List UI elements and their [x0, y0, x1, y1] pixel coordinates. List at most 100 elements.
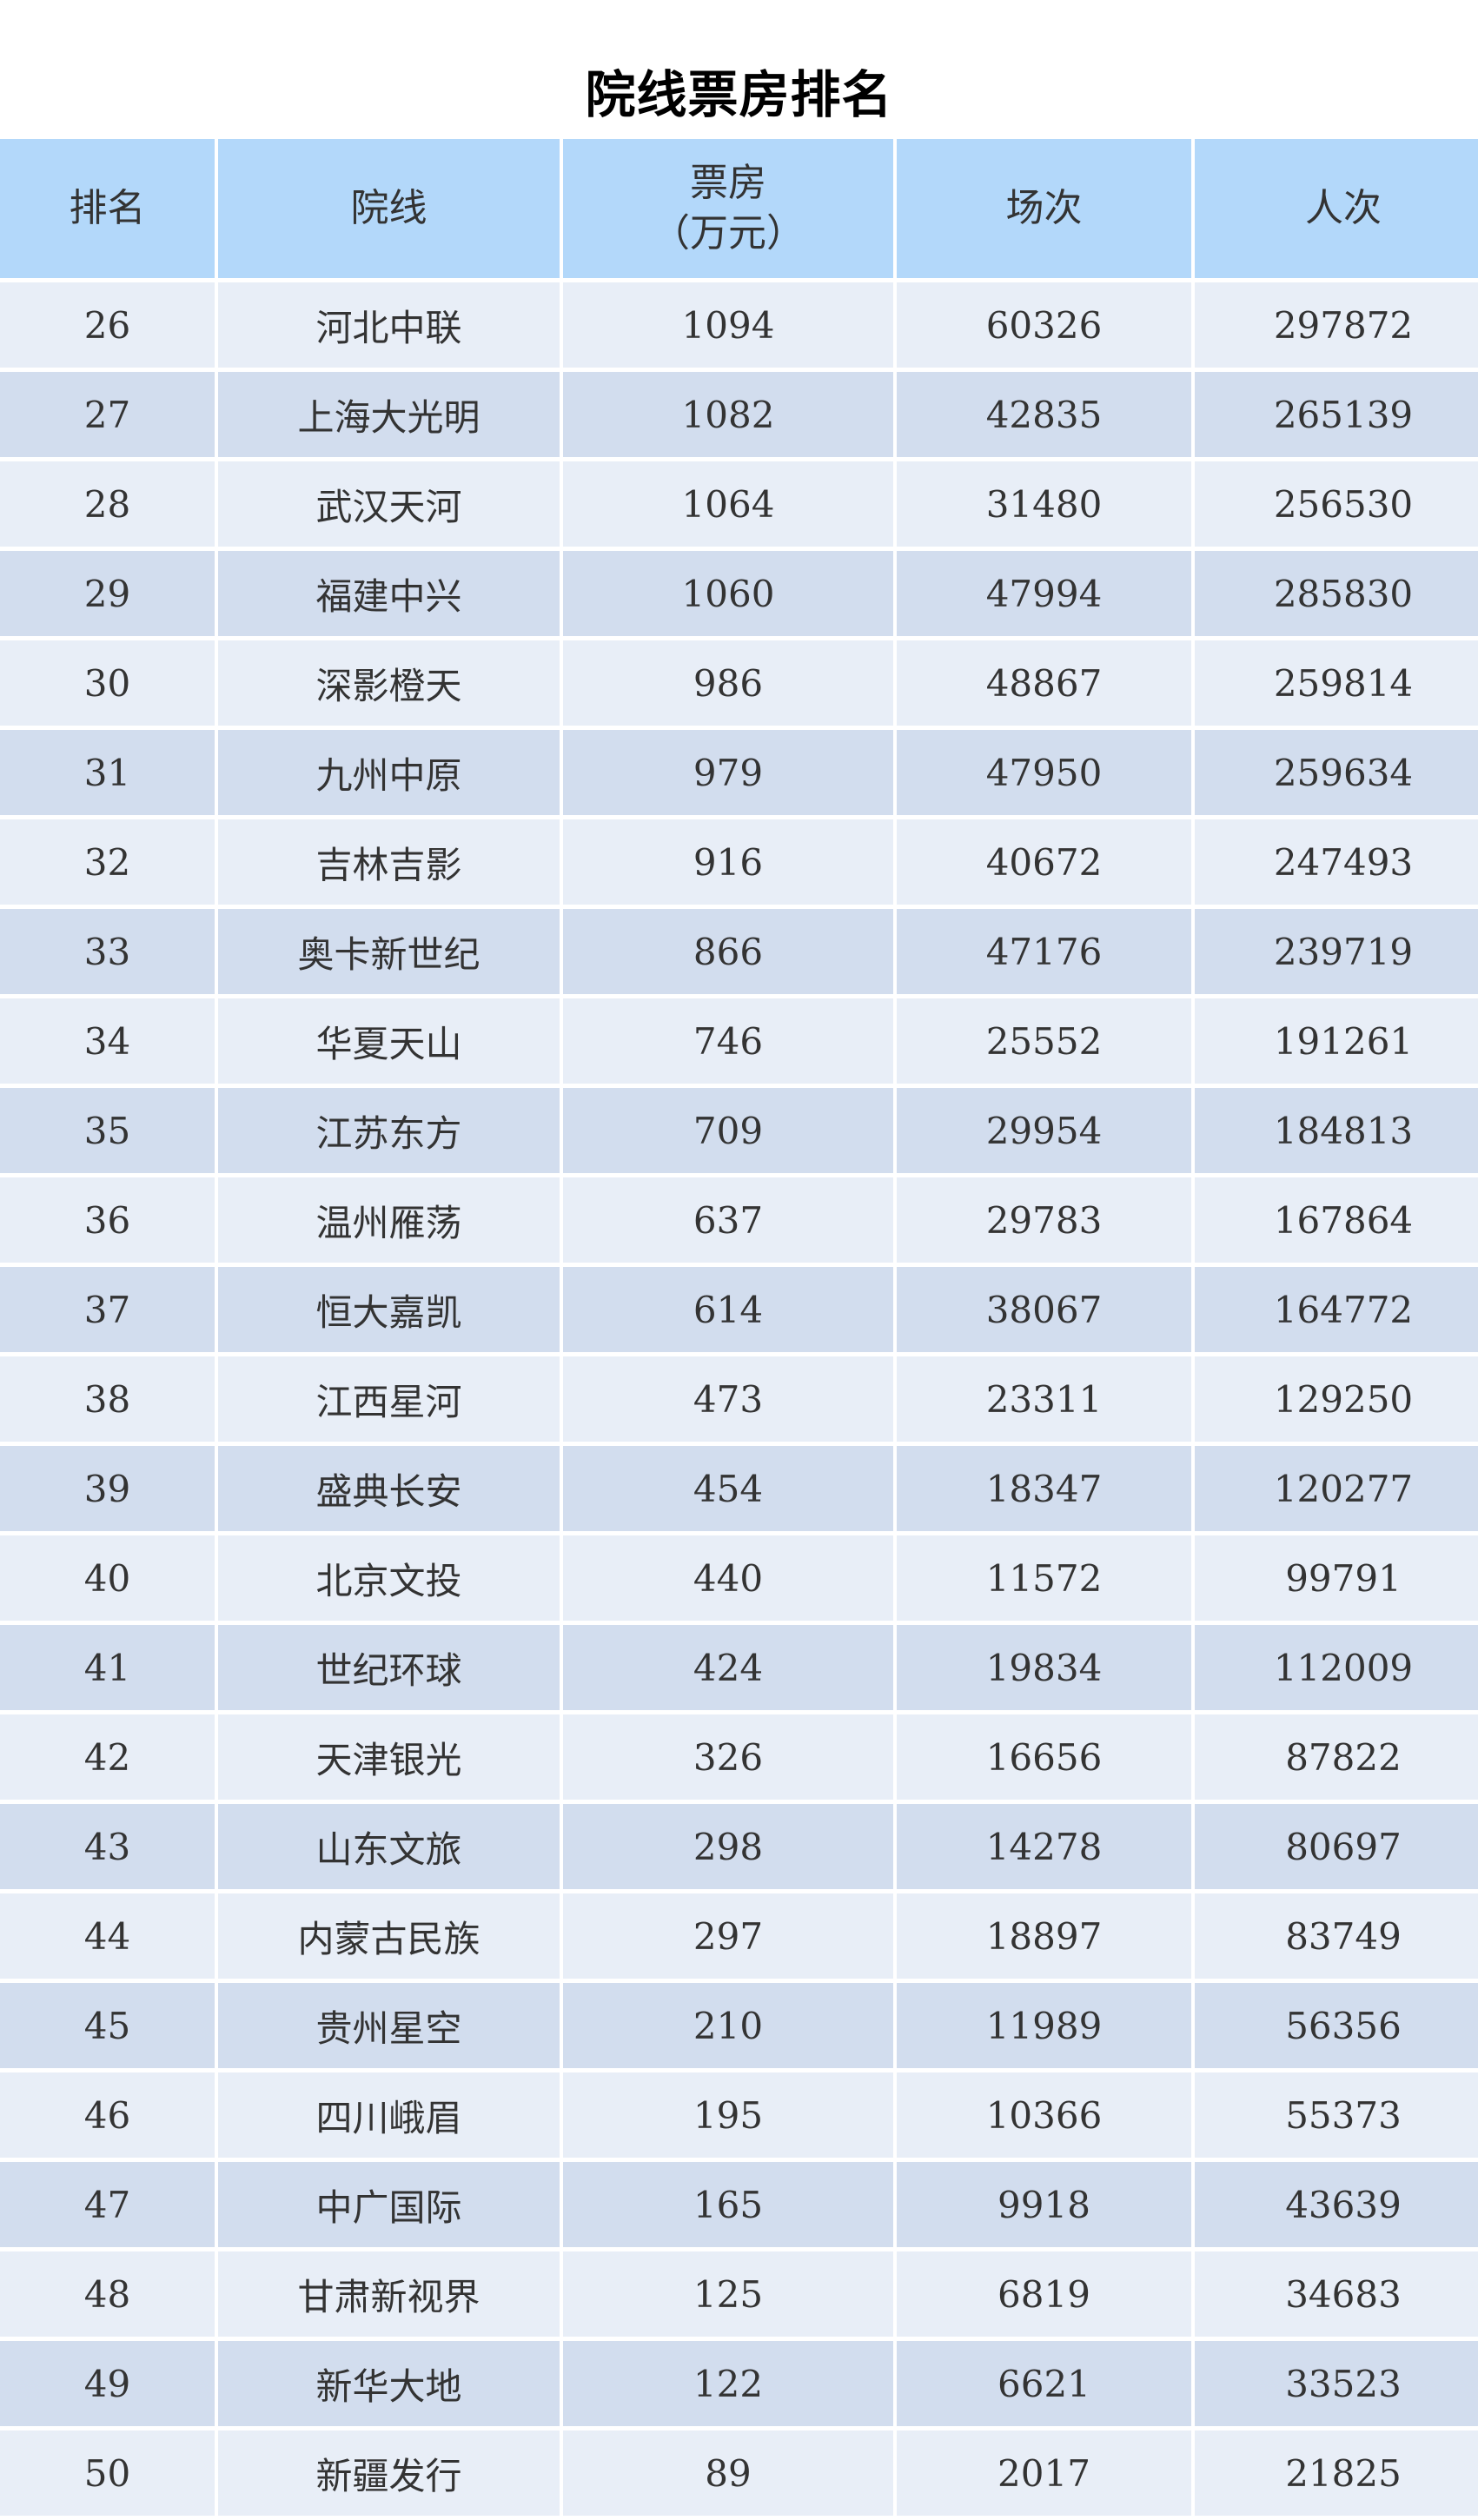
screenings-cell: 6621	[897, 2341, 1191, 2426]
cinema-chain-cell: 天津银光	[218, 1714, 560, 1800]
attendance-cell: 21825	[1195, 2430, 1478, 2516]
attendance-cell: 297872	[1195, 282, 1478, 368]
attendance-cell: 191261	[1195, 998, 1478, 1084]
attendance-cell: 265139	[1195, 372, 1478, 457]
table-row: 48 甘肃新视界 125 6819 34683	[0, 2251, 1478, 2337]
table-row: 38 江西星河 473 23311 129250	[0, 1356, 1478, 1442]
table-row: 36 温州雁荡 637 29783 167864	[0, 1177, 1478, 1263]
table-row: 33 奥卡新世纪 866 47176 239719	[0, 909, 1478, 994]
attendance-cell: 34683	[1195, 2251, 1478, 2337]
table-row: 34 华夏天山 746 25552 191261	[0, 998, 1478, 1084]
screenings-cell: 40672	[897, 819, 1191, 905]
rank-cell: 40	[0, 1535, 215, 1621]
rank-cell: 49	[0, 2341, 215, 2426]
rank-cell: 39	[0, 1446, 215, 1531]
screenings-cell: 19834	[897, 1625, 1191, 1710]
screenings-cell: 16656	[897, 1714, 1191, 1800]
table-row: 31 九州中原 979 47950 259634	[0, 730, 1478, 815]
table-row: 30 深影橙天 986 48867 259814	[0, 640, 1478, 726]
table-row: 26 河北中联 1094 60326 297872	[0, 282, 1478, 368]
attendance-cell: 164772	[1195, 1267, 1478, 1352]
cinema-chain-cell: 温州雁荡	[218, 1177, 560, 1263]
attendance-cell: 167864	[1195, 1177, 1478, 1263]
box-office-cell: 746	[563, 998, 893, 1084]
rank-cell: 50	[0, 2430, 215, 2516]
rank-cell: 27	[0, 372, 215, 457]
table-row: 32 吉林吉影 916 40672 247493	[0, 819, 1478, 905]
box-office-cell: 1064	[563, 461, 893, 547]
box-office-cell: 1082	[563, 372, 893, 457]
box-office-cell: 424	[563, 1625, 893, 1710]
box-office-cell: 125	[563, 2251, 893, 2337]
rank-cell: 42	[0, 1714, 215, 1800]
screenings-cell: 6819	[897, 2251, 1191, 2337]
table-row: 50 新疆发行 89 2017 21825	[0, 2430, 1478, 2516]
header-box-office-unit: （万元）	[652, 211, 805, 255]
cinema-chain-cell: 山东文旅	[218, 1804, 560, 1889]
attendance-cell: 239719	[1195, 909, 1478, 994]
rank-cell: 37	[0, 1267, 215, 1352]
table-row: 39 盛典长安 454 18347 120277	[0, 1446, 1478, 1531]
screenings-cell: 10366	[897, 2072, 1191, 2158]
header-box-office: 票房 （万元）	[563, 139, 893, 278]
box-office-cell: 1094	[563, 282, 893, 368]
cinema-chain-cell: 吉林吉影	[218, 819, 560, 905]
table-row: 44 内蒙古民族 297 18897 83749	[0, 1893, 1478, 1979]
box-office-cell: 1060	[563, 551, 893, 636]
attendance-cell: 247493	[1195, 819, 1478, 905]
table-row: 28 武汉天河 1064 31480 256530	[0, 461, 1478, 547]
rank-cell: 34	[0, 998, 215, 1084]
rank-cell: 44	[0, 1893, 215, 1979]
header-screenings: 场次	[897, 139, 1191, 278]
screenings-cell: 31480	[897, 461, 1191, 547]
table-row: 27 上海大光明 1082 42835 265139	[0, 372, 1478, 457]
screenings-cell: 29954	[897, 1088, 1191, 1173]
box-office-cell: 866	[563, 909, 893, 994]
attendance-cell: 80697	[1195, 1804, 1478, 1889]
page-title: 院线票房排名	[585, 65, 893, 124]
screenings-cell: 47994	[897, 551, 1191, 636]
attendance-cell: 112009	[1195, 1625, 1478, 1710]
box-office-cell: 916	[563, 819, 893, 905]
screenings-cell: 42835	[897, 372, 1191, 457]
table-row: 35 江苏东方 709 29954 184813	[0, 1088, 1478, 1173]
attendance-cell: 55373	[1195, 2072, 1478, 2158]
header-rank: 排名	[0, 139, 215, 278]
cinema-chain-cell: 恒大嘉凯	[218, 1267, 560, 1352]
screenings-cell: 25552	[897, 998, 1191, 1084]
cinema-chain-cell: 河北中联	[218, 282, 560, 368]
box-office-cell: 454	[563, 1446, 893, 1531]
box-office-cell: 709	[563, 1088, 893, 1173]
cinema-chain-cell: 甘肃新视界	[218, 2251, 560, 2337]
screenings-cell: 60326	[897, 282, 1191, 368]
table-row: 47 中广国际 165 9918 43639	[0, 2162, 1478, 2247]
table-row: 37 恒大嘉凯 614 38067 164772	[0, 1267, 1478, 1352]
box-office-cell: 89	[563, 2430, 893, 2516]
table-row: 49 新华大地 122 6621 33523	[0, 2341, 1478, 2426]
box-office-cell: 122	[563, 2341, 893, 2426]
cinema-chain-cell: 华夏天山	[218, 998, 560, 1084]
attendance-cell: 99791	[1195, 1535, 1478, 1621]
screenings-cell: 23311	[897, 1356, 1191, 1442]
box-office-cell: 637	[563, 1177, 893, 1263]
table-row: 43 山东文旅 298 14278 80697	[0, 1804, 1478, 1889]
cinema-chain-cell: 北京文投	[218, 1535, 560, 1621]
rank-cell: 36	[0, 1177, 215, 1263]
screenings-cell: 2017	[897, 2430, 1191, 2516]
box-office-cell: 297	[563, 1893, 893, 1979]
screenings-cell: 47176	[897, 909, 1191, 994]
box-office-cell: 473	[563, 1356, 893, 1442]
header-box-office-label: 票房	[690, 161, 766, 205]
box-office-cell: 210	[563, 1983, 893, 2068]
attendance-cell: 184813	[1195, 1088, 1478, 1173]
screenings-cell: 18347	[897, 1446, 1191, 1531]
attendance-cell: 120277	[1195, 1446, 1478, 1531]
header-attendance: 人次	[1195, 139, 1478, 278]
rank-cell: 30	[0, 640, 215, 726]
rank-cell: 28	[0, 461, 215, 547]
cinema-chain-cell: 新疆发行	[218, 2430, 560, 2516]
table-row: 29 福建中兴 1060 47994 285830	[0, 551, 1478, 636]
table-row: 40 北京文投 440 11572 99791	[0, 1535, 1478, 1621]
rank-cell: 41	[0, 1625, 215, 1710]
rank-cell: 43	[0, 1804, 215, 1889]
